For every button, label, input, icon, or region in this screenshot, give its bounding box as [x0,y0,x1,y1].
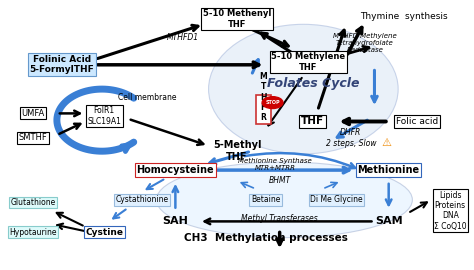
Text: Homocysteine: Homocysteine [137,165,214,175]
Text: SMTHF: SMTHF [19,133,47,142]
Text: Glutathione: Glutathione [10,198,56,207]
Text: MTHFD1: MTHFD1 [166,33,199,42]
Text: DHFR: DHFR [340,128,361,137]
Text: Folates Cycle: Folates Cycle [266,77,359,90]
Text: Methyl Transferases: Methyl Transferases [241,214,318,223]
Text: CH3  Methylation processes: CH3 Methylation processes [183,232,347,243]
Text: Cell membrane: Cell membrane [118,93,176,102]
Text: 2 steps, Slow: 2 steps, Slow [326,139,376,148]
Text: Cystathionine: Cystathionine [116,195,169,204]
Text: SAH: SAH [163,216,188,227]
Text: M
T
H
F
R: M T H F R [259,72,267,123]
Text: STOP: STOP [265,100,280,105]
Ellipse shape [156,162,412,238]
Text: 5-10 Methylene
THF: 5-10 Methylene THF [271,52,345,72]
Text: Cystine: Cystine [85,228,123,237]
Text: FolR1
SLC19A1: FolR1 SLC19A1 [87,106,121,126]
Text: Folinic Acid
5-FormylTHF: Folinic Acid 5-FormylTHF [29,55,94,75]
Circle shape [262,97,283,109]
FancyBboxPatch shape [256,94,271,124]
Text: Methionine: Methionine [357,165,420,175]
Text: Thymine  synthesis: Thymine synthesis [360,12,448,21]
Text: Methionine Synthase
MTR+MTRR: Methionine Synthase MTR+MTRR [238,158,312,171]
Text: Hypotaurine: Hypotaurine [9,228,57,237]
Text: BHMT: BHMT [269,176,291,185]
Text: THF: THF [301,116,324,127]
Text: Di Me Glycine: Di Me Glycine [310,195,363,204]
Text: MTHFD Methylene
Tetrahydrofolate
Reductase: MTHFD Methylene Tetrahydrofolate Reducta… [333,33,397,53]
Ellipse shape [209,24,398,154]
Text: 5-Methyl
THF: 5-Methyl THF [213,140,261,162]
Text: ⚠: ⚠ [381,138,392,148]
Text: SAM: SAM [375,216,402,227]
Text: 5-10 Methenyl
THF: 5-10 Methenyl THF [203,9,271,29]
Text: UMFA: UMFA [21,109,45,118]
Text: Folic acid: Folic acid [396,117,438,126]
Text: Betaine: Betaine [251,195,280,204]
Text: Lipids
Proteins
DNA
Σ CoQ10: Lipids Proteins DNA Σ CoQ10 [434,191,466,231]
